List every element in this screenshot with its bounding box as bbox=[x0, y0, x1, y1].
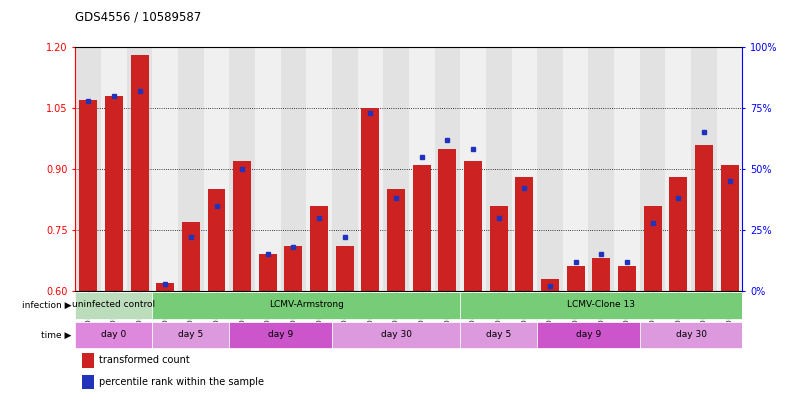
Bar bbox=[717, 47, 742, 291]
Bar bbox=[409, 47, 434, 291]
Bar bbox=[721, 165, 738, 291]
Bar bbox=[541, 279, 559, 291]
Text: day 5: day 5 bbox=[486, 330, 511, 339]
Bar bbox=[490, 206, 507, 291]
Bar bbox=[384, 47, 409, 291]
Bar bbox=[101, 47, 127, 291]
Bar bbox=[75, 322, 152, 348]
Text: day 30: day 30 bbox=[380, 330, 411, 339]
Text: day 5: day 5 bbox=[178, 330, 203, 339]
Bar bbox=[310, 206, 328, 291]
Bar bbox=[105, 96, 123, 291]
Bar bbox=[229, 322, 332, 348]
Bar bbox=[640, 322, 742, 348]
Bar bbox=[538, 47, 563, 291]
Bar bbox=[592, 258, 611, 291]
Bar bbox=[413, 165, 430, 291]
Bar bbox=[669, 177, 688, 291]
Bar bbox=[464, 161, 482, 291]
Bar bbox=[75, 47, 101, 291]
Text: transformed count: transformed count bbox=[98, 355, 190, 365]
Bar bbox=[280, 47, 306, 291]
Bar bbox=[361, 108, 380, 291]
Bar bbox=[563, 47, 588, 291]
Bar bbox=[691, 47, 717, 291]
Bar bbox=[511, 47, 538, 291]
Bar bbox=[127, 47, 152, 291]
Bar bbox=[229, 47, 255, 291]
Bar bbox=[178, 47, 204, 291]
Text: day 0: day 0 bbox=[102, 330, 126, 339]
Bar bbox=[233, 161, 251, 291]
Bar bbox=[614, 47, 640, 291]
Text: day 9: day 9 bbox=[576, 330, 601, 339]
Text: GDS4556 / 10589587: GDS4556 / 10589587 bbox=[75, 11, 202, 24]
Bar bbox=[255, 47, 280, 291]
Bar bbox=[152, 47, 178, 291]
Text: day 30: day 30 bbox=[676, 330, 707, 339]
Bar bbox=[332, 47, 357, 291]
Bar bbox=[640, 47, 665, 291]
Bar bbox=[79, 100, 97, 291]
Bar bbox=[336, 246, 354, 291]
Bar bbox=[82, 375, 94, 389]
Bar bbox=[357, 47, 384, 291]
Bar bbox=[588, 47, 614, 291]
Bar bbox=[567, 266, 584, 291]
Bar bbox=[182, 222, 200, 291]
Bar bbox=[259, 254, 277, 291]
Bar bbox=[306, 47, 332, 291]
Bar bbox=[538, 322, 640, 348]
Bar bbox=[130, 55, 148, 291]
Text: LCMV-Clone 13: LCMV-Clone 13 bbox=[567, 301, 635, 309]
Text: LCMV-Armstrong: LCMV-Armstrong bbox=[269, 301, 344, 309]
Bar bbox=[618, 266, 636, 291]
Text: day 9: day 9 bbox=[268, 330, 293, 339]
Bar bbox=[438, 149, 457, 291]
Text: time ▶: time ▶ bbox=[41, 331, 71, 340]
Bar bbox=[486, 47, 511, 291]
Bar bbox=[156, 283, 174, 291]
Text: infection ▶: infection ▶ bbox=[22, 301, 71, 310]
Bar bbox=[284, 246, 303, 291]
Bar bbox=[695, 145, 713, 291]
Bar bbox=[152, 322, 229, 348]
Bar bbox=[461, 322, 538, 348]
Text: percentile rank within the sample: percentile rank within the sample bbox=[98, 376, 264, 387]
Bar bbox=[82, 353, 94, 368]
Bar bbox=[461, 47, 486, 291]
Bar bbox=[515, 177, 534, 291]
Bar bbox=[152, 292, 461, 319]
Bar bbox=[204, 47, 229, 291]
Bar bbox=[332, 322, 461, 348]
Bar bbox=[387, 189, 405, 291]
Bar bbox=[665, 47, 691, 291]
Bar bbox=[434, 47, 461, 291]
Bar bbox=[75, 292, 152, 319]
Bar bbox=[461, 292, 742, 319]
Text: uninfected control: uninfected control bbox=[72, 301, 156, 309]
Bar bbox=[207, 189, 225, 291]
Bar bbox=[644, 206, 661, 291]
